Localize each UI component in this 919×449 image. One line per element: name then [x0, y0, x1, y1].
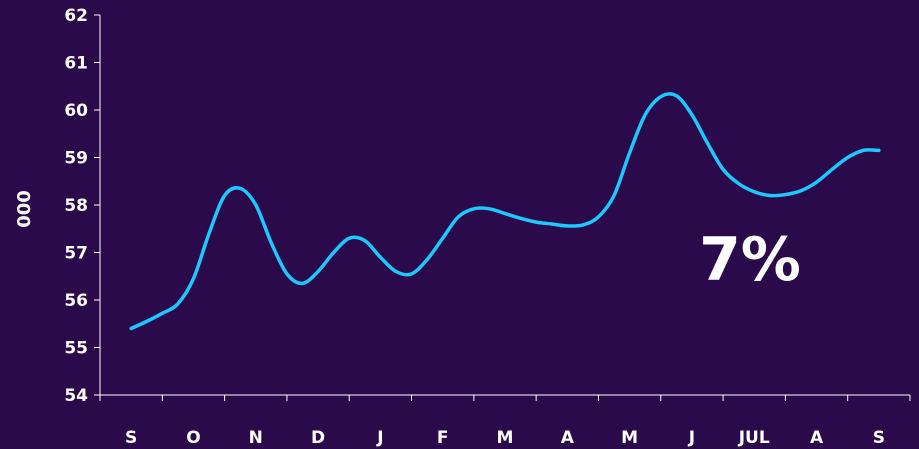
x-tick-label: JUL: [738, 428, 770, 448]
x-tick-label: D: [311, 428, 325, 448]
y-tick-label: 56: [64, 291, 88, 311]
y-tick-label: 58: [64, 196, 88, 216]
y-tick-label: 62: [64, 6, 88, 26]
x-tick-label: J: [688, 428, 695, 448]
x-tick-label: J: [376, 428, 383, 448]
y-tick-label: 57: [64, 244, 88, 264]
y-axis-title: 000: [14, 190, 35, 228]
axes: [94, 14, 911, 401]
y-tick-label: 60: [64, 101, 88, 121]
y-tick-label: 55: [64, 339, 88, 359]
x-tick-label: A: [810, 428, 824, 448]
series-layer: [129, 92, 881, 331]
y-tick-label: 61: [64, 54, 88, 74]
x-tick-label: S: [873, 428, 885, 448]
x-tick-label: M: [497, 428, 514, 448]
x-tick-label: N: [249, 428, 263, 448]
x-tick-label: M: [621, 428, 638, 448]
y-tick-label: 59: [64, 149, 88, 169]
x-tick-label: A: [561, 428, 575, 448]
series-line: [129, 92, 881, 331]
labels-layer: 54 55 56 57 58 59 60 61 62 S O N D J F M A M J JUL A S: [64, 6, 885, 448]
percent-change-annotation: 7%: [699, 225, 801, 295]
x-tick-label: F: [437, 428, 449, 448]
x-tick-label: O: [186, 428, 200, 448]
x-tick-label: S: [125, 428, 137, 448]
y-tick-label: 54: [64, 386, 88, 406]
